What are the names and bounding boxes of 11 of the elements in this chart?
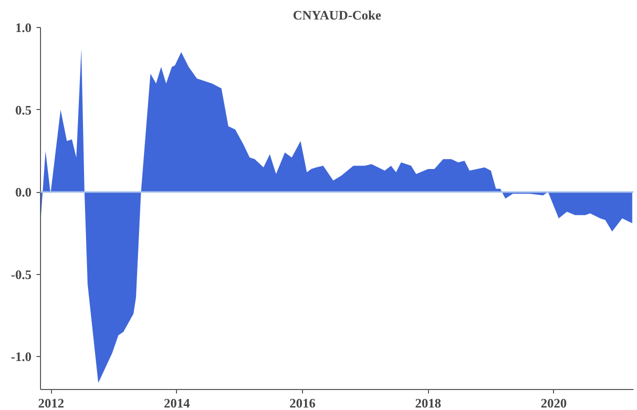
y-tick-label: 0.5 bbox=[15, 102, 32, 118]
y-tick-label: -1.0 bbox=[10, 349, 32, 364]
y-tick-label: -0.5 bbox=[10, 266, 32, 282]
x-tick-label: 2016 bbox=[289, 396, 316, 410]
y-tick-label: 1.0 bbox=[15, 20, 32, 35]
x-tick-label: 2018 bbox=[415, 396, 442, 410]
x-tick-label: 2014 bbox=[164, 396, 190, 410]
y-tick-label: 0.0 bbox=[15, 184, 32, 200]
x-tick-label: 2012 bbox=[38, 396, 64, 410]
x-tick-label: 2020 bbox=[540, 396, 567, 410]
chart-title: CNYAUD-Coke bbox=[292, 8, 382, 22]
